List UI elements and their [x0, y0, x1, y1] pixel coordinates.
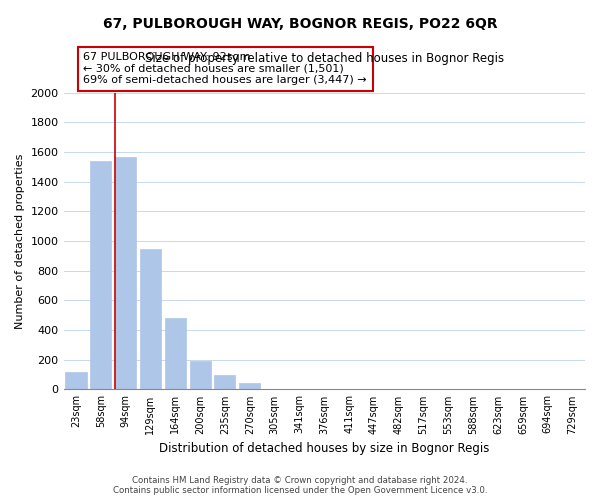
Bar — [65, 372, 86, 390]
Bar — [190, 362, 211, 390]
Bar — [115, 156, 136, 390]
Text: Contains HM Land Registry data © Crown copyright and database right 2024.
Contai: Contains HM Land Registry data © Crown c… — [113, 476, 487, 495]
Bar — [165, 318, 186, 390]
Bar — [90, 161, 112, 390]
Bar — [239, 384, 260, 390]
Text: 67 PULBOROUGH WAY: 92sqm
← 30% of detached houses are smaller (1,501)
69% of sem: 67 PULBOROUGH WAY: 92sqm ← 30% of detach… — [83, 52, 367, 86]
Y-axis label: Number of detached properties: Number of detached properties — [15, 154, 25, 329]
Bar — [214, 374, 235, 390]
Text: 67, PULBOROUGH WAY, BOGNOR REGIS, PO22 6QR: 67, PULBOROUGH WAY, BOGNOR REGIS, PO22 6… — [103, 18, 497, 32]
X-axis label: Distribution of detached houses by size in Bognor Regis: Distribution of detached houses by size … — [159, 442, 490, 455]
Bar — [140, 248, 161, 390]
Title: Size of property relative to detached houses in Bognor Regis: Size of property relative to detached ho… — [145, 52, 504, 66]
